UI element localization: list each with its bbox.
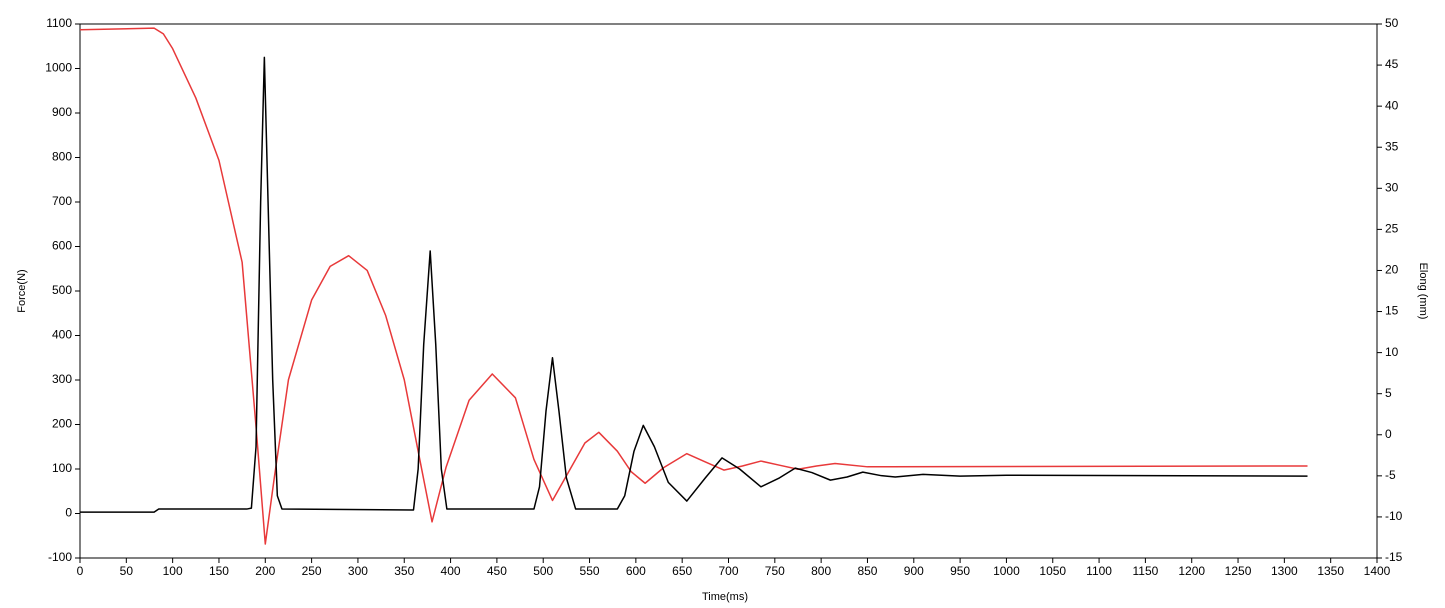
y-tick-label: 500 xyxy=(52,283,72,297)
y2-tick-label: 5 xyxy=(1385,386,1392,400)
y-tick-label: 800 xyxy=(52,150,72,164)
x-tick-label: 200 xyxy=(255,564,275,578)
data-line xyxy=(80,56,1308,513)
y-tick-label: 400 xyxy=(52,328,72,342)
x-tick-label: 700 xyxy=(718,564,738,578)
x-tick-label: 650 xyxy=(672,564,692,578)
x-tick-label: 450 xyxy=(487,564,507,578)
y-tick-label: 0 xyxy=(65,506,72,520)
x-tick-label: 850 xyxy=(857,564,877,578)
y-tick-label: -100 xyxy=(48,550,72,564)
y-tick-label: 700 xyxy=(52,194,72,208)
x-tick-label: 1100 xyxy=(1086,564,1112,578)
x-tick-label: 900 xyxy=(904,564,924,578)
x-tick-label: 0 xyxy=(77,564,84,578)
x-tick-label: 1200 xyxy=(1178,564,1205,578)
y2-tick-label: 20 xyxy=(1385,263,1399,277)
x-tick-label: 1250 xyxy=(1225,564,1252,578)
x-tick-label: 350 xyxy=(394,564,414,578)
y-tick-label: 600 xyxy=(52,239,72,253)
y2-tick-label: 30 xyxy=(1385,180,1399,194)
y2-tick-label: 25 xyxy=(1385,222,1399,236)
x-tick-label: 400 xyxy=(441,564,461,578)
y-tick-label: 900 xyxy=(52,105,72,119)
y2-tick-label: 40 xyxy=(1385,98,1399,112)
y2-axis-label: Elong (mm) xyxy=(1417,263,1429,320)
x-axis-label: Time(ms) xyxy=(702,591,748,603)
x-tick-label: 250 xyxy=(302,564,322,578)
x-tick-label: 150 xyxy=(209,564,229,578)
y-tick-label: 200 xyxy=(52,417,72,431)
y2-tick-label: 0 xyxy=(1385,427,1392,441)
y-axis-label: Force(N) xyxy=(16,269,28,312)
y2-tick-label: 15 xyxy=(1385,304,1399,318)
x-tick-label: 800 xyxy=(811,564,831,578)
x-tick-label: 500 xyxy=(533,564,553,578)
x-tick-label: 100 xyxy=(163,564,183,578)
y2-tick-label: 35 xyxy=(1385,139,1399,153)
y-tick-label: 1100 xyxy=(46,16,72,30)
x-tick-label: 50 xyxy=(120,564,134,578)
x-tick-label: 1300 xyxy=(1271,564,1298,578)
x-tick-label: 950 xyxy=(950,564,970,578)
y-tick-label: 300 xyxy=(52,372,72,386)
x-tick-label: 300 xyxy=(348,564,368,578)
y-tick-label: 1000 xyxy=(45,61,72,75)
x-tick-label: 1050 xyxy=(1039,564,1066,578)
x-tick-label: 600 xyxy=(626,564,646,578)
y2-tick-label: -10 xyxy=(1385,509,1403,523)
y2-tick-label: 10 xyxy=(1385,345,1399,359)
x-tick-label: 1350 xyxy=(1317,564,1344,578)
x-tick-label: 1150 xyxy=(1132,564,1158,578)
x-tick-label: 750 xyxy=(765,564,785,578)
x-tick-label: 550 xyxy=(580,564,600,578)
y2-tick-label: -15 xyxy=(1385,550,1403,564)
y-tick-label: 100 xyxy=(52,461,72,475)
y2-tick-label: 50 xyxy=(1385,16,1399,30)
x-tick-label: 1000 xyxy=(993,564,1020,578)
y2-tick-label: 45 xyxy=(1385,57,1399,71)
y2-tick-label: -5 xyxy=(1385,468,1396,482)
x-tick-label: 1400 xyxy=(1364,564,1391,578)
